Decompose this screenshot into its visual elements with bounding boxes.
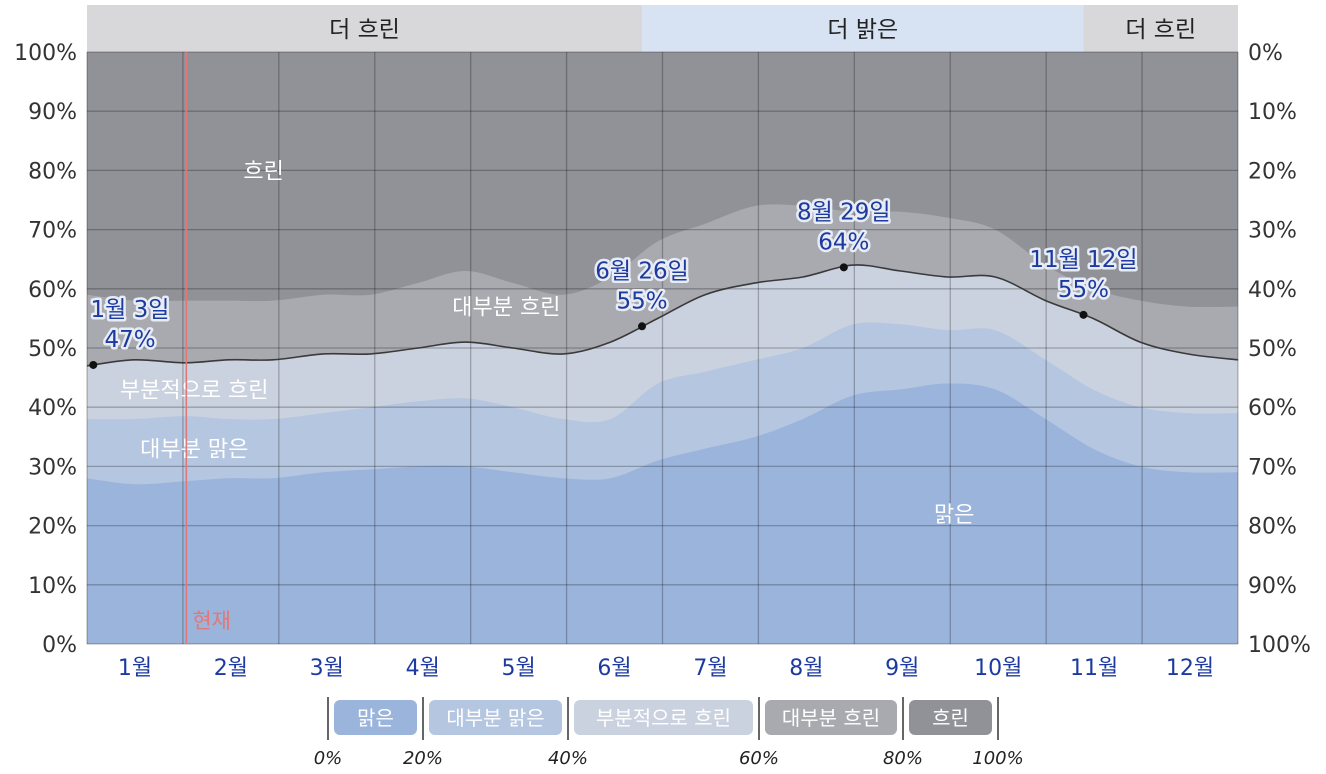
- y-right-tick: 10%: [1248, 100, 1297, 125]
- axes: 0% 10% 20% 30% 40% 50% 60% 70% 80% 90% 100% 100% 90%…: [14, 41, 1311, 681]
- y-right-tick: 80%: [1248, 515, 1297, 540]
- annotation-value-3: 64%: [818, 229, 869, 255]
- month-tick: 9월: [885, 656, 919, 681]
- y-left-tick: 60%: [28, 278, 77, 303]
- annotation-date-2: 6월 26일: [595, 258, 689, 284]
- legend-scale-tick: 0%: [314, 748, 343, 769]
- legend-swatch-5: [909, 700, 992, 735]
- month-tick: 10월: [974, 656, 1022, 681]
- top-band-3: [1083, 5, 1238, 52]
- y-left-tick: 70%: [28, 219, 77, 244]
- clear-share-line: [86, 264, 1239, 367]
- region-label-2: 대부분 흐린: [452, 296, 560, 321]
- legend-scale-tick: 40%: [548, 748, 588, 769]
- month-tick: 3월: [310, 656, 344, 681]
- month-tick: 6월: [597, 656, 631, 681]
- now-label: 현재: [192, 609, 231, 633]
- legend-swatch-4: [765, 700, 897, 735]
- legend-swatch-2: [429, 700, 562, 735]
- y-left-tick: 100%: [14, 41, 77, 66]
- legend-label-2: 대부분 맑은: [446, 706, 544, 730]
- cloud-cover-areas: [87, 52, 1238, 645]
- legend-label-3: 부분적으로 흐린: [596, 706, 731, 730]
- y-right-tick: 100%: [1248, 633, 1311, 658]
- legend-swatch-3: [574, 700, 753, 735]
- y-right-tick: 50%: [1248, 337, 1297, 362]
- legend: 맑은 대부분 맑은 부분적으로 흐린 대부분 흐린 흐린 0% 20% 40% 60% 80% 10…: [314, 697, 1024, 769]
- y-left-tick: 20%: [28, 515, 77, 540]
- legend-scale-tick: 80%: [883, 748, 923, 769]
- annotation-point-4: [1079, 310, 1088, 319]
- top-band-label-1: 더 흐린: [329, 17, 400, 43]
- y-right-tick: 0%: [1248, 41, 1283, 66]
- grid-lines: [86, 51, 1239, 645]
- legend-scale-tick: 100%: [972, 748, 1023, 769]
- month-tick: 5월: [502, 656, 536, 681]
- annotation-date-3: 8월 29일: [797, 199, 891, 225]
- annotation-point-2: [638, 322, 647, 331]
- y-left-tick: 80%: [28, 159, 77, 184]
- y-right-tick: 20%: [1248, 159, 1297, 184]
- annotation-point-1: [89, 360, 98, 369]
- y-left-tick: 0%: [42, 633, 77, 658]
- y-right-tick: 90%: [1248, 574, 1297, 599]
- y-left-tick: 10%: [28, 574, 77, 599]
- y-left-tick: 40%: [28, 396, 77, 421]
- month-tick: 4월: [406, 656, 440, 681]
- top-band-2: [642, 5, 1084, 52]
- month-tick: 1월: [118, 656, 152, 681]
- y-left-tick: 90%: [28, 100, 77, 125]
- annotation-date-1: 1월 3일: [91, 297, 170, 323]
- annotation-date-4: 11월 12일: [1029, 247, 1137, 273]
- legend-label-4: 대부분 흐린: [782, 706, 880, 730]
- month-tick: 11월: [1070, 656, 1118, 681]
- region-label-1: 흐린: [243, 159, 283, 184]
- annotation-value-4: 55%: [1058, 277, 1109, 303]
- top-band-label-2: 더 밝은: [827, 17, 898, 43]
- annotation-value-1: 47%: [104, 327, 155, 353]
- y-right-tick: 60%: [1248, 396, 1297, 421]
- legend-label-1: 맑은: [357, 706, 394, 730]
- region-label-3: 부분적으로 흐린: [120, 378, 269, 403]
- month-tick: 12월: [1166, 656, 1214, 681]
- clear-share-line-path: [86, 264, 1239, 367]
- legend-swatch-1: [334, 700, 417, 735]
- y-right-tick: 40%: [1248, 278, 1297, 303]
- top-band-1: [87, 5, 643, 52]
- top-bands: 더 흐린 더 밝은 더 흐린: [87, 5, 1238, 52]
- legend-label-5: 흐린: [932, 706, 969, 730]
- annotations: 1월 3일 47% 6월 26일 55% 8월 29일 64% 11월 12일 55%: [88, 197, 1140, 369]
- month-tick: 2월: [214, 656, 248, 681]
- now-marker: 현재: [185, 52, 231, 644]
- annotation-point-3: [839, 263, 848, 272]
- annotation-value-2: 55%: [616, 288, 667, 314]
- y-right-tick: 30%: [1248, 219, 1297, 244]
- y-left-tick: 50%: [28, 337, 77, 362]
- legend-scale-tick: 60%: [739, 748, 779, 769]
- y-right-tick: 70%: [1248, 455, 1297, 480]
- legend-scale-tick: 20%: [403, 748, 443, 769]
- y-left-tick: 30%: [28, 455, 77, 480]
- region-label-4: 대부분 맑은: [140, 438, 248, 463]
- region-label-5: 맑은: [934, 503, 974, 528]
- month-tick: 8월: [789, 656, 823, 681]
- month-tick: 7월: [693, 656, 727, 681]
- area-맑은: [87, 383, 1238, 644]
- top-band-label-3: 더 흐린: [1125, 17, 1196, 43]
